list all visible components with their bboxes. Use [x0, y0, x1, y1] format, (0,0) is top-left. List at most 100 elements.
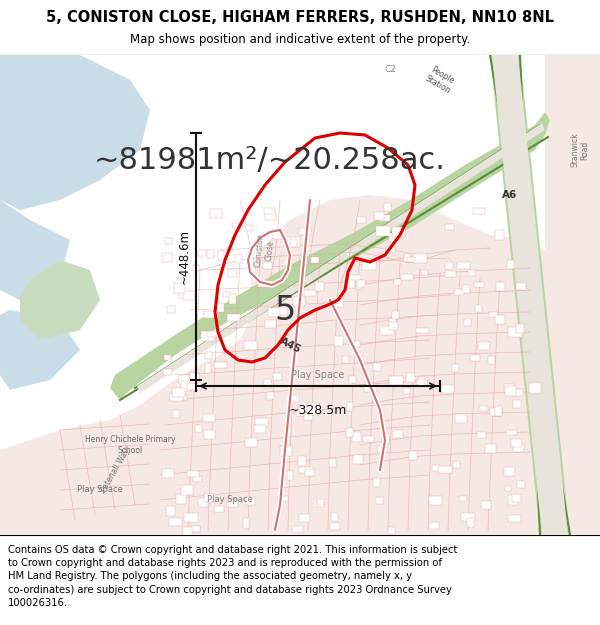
Polygon shape	[389, 322, 398, 331]
Polygon shape	[167, 306, 175, 313]
Text: ~448.6m: ~448.6m	[178, 229, 191, 284]
Polygon shape	[172, 388, 185, 398]
Text: 5: 5	[274, 294, 296, 326]
Polygon shape	[299, 228, 311, 236]
Polygon shape	[175, 395, 187, 400]
Polygon shape	[459, 496, 467, 501]
Polygon shape	[207, 331, 220, 337]
Text: Stanwick
Road: Stanwick Road	[570, 132, 590, 168]
Text: A6: A6	[502, 190, 518, 200]
Polygon shape	[413, 254, 427, 262]
Polygon shape	[227, 500, 238, 507]
Polygon shape	[347, 402, 353, 411]
Polygon shape	[511, 439, 523, 447]
Polygon shape	[304, 412, 313, 420]
Polygon shape	[385, 203, 391, 211]
Text: Play Space: Play Space	[77, 486, 123, 494]
Polygon shape	[353, 341, 359, 347]
Polygon shape	[264, 208, 275, 214]
Polygon shape	[485, 444, 496, 453]
Polygon shape	[357, 217, 366, 222]
Polygon shape	[421, 270, 428, 276]
Polygon shape	[232, 223, 239, 228]
Polygon shape	[401, 274, 413, 280]
Polygon shape	[392, 311, 400, 319]
Polygon shape	[348, 280, 355, 288]
Polygon shape	[223, 292, 230, 297]
Polygon shape	[478, 342, 490, 351]
Polygon shape	[479, 406, 488, 411]
Polygon shape	[490, 55, 570, 535]
Polygon shape	[467, 519, 475, 527]
Polygon shape	[218, 251, 224, 261]
Polygon shape	[187, 471, 199, 477]
Polygon shape	[0, 310, 80, 390]
Polygon shape	[329, 459, 337, 467]
Polygon shape	[398, 228, 405, 238]
Text: 5, CONISTON CLOSE, HIGHAM FERRERS, RUSHDEN, NN10 8NL: 5, CONISTON CLOSE, HIGHAM FERRERS, RUSHD…	[46, 9, 554, 24]
Polygon shape	[529, 383, 541, 393]
Polygon shape	[272, 373, 282, 379]
Polygon shape	[453, 461, 460, 468]
Polygon shape	[246, 497, 255, 504]
Polygon shape	[516, 324, 524, 333]
Polygon shape	[428, 522, 439, 529]
Polygon shape	[545, 55, 600, 250]
Polygon shape	[512, 494, 521, 502]
Polygon shape	[197, 251, 206, 256]
Polygon shape	[208, 250, 214, 258]
Polygon shape	[299, 468, 313, 473]
Polygon shape	[389, 233, 395, 242]
Polygon shape	[187, 382, 201, 391]
Polygon shape	[256, 419, 264, 426]
Polygon shape	[172, 410, 180, 418]
Polygon shape	[173, 283, 185, 292]
Polygon shape	[166, 238, 172, 244]
Polygon shape	[508, 328, 522, 337]
Polygon shape	[416, 328, 429, 333]
Polygon shape	[278, 496, 287, 501]
Polygon shape	[454, 289, 464, 295]
Polygon shape	[198, 498, 208, 507]
Polygon shape	[244, 341, 257, 350]
Polygon shape	[445, 271, 456, 277]
Text: ~81981m²/~20.258ac.: ~81981m²/~20.258ac.	[94, 146, 446, 174]
Polygon shape	[205, 494, 215, 502]
Polygon shape	[393, 429, 403, 438]
Polygon shape	[452, 364, 458, 372]
Polygon shape	[377, 446, 386, 452]
Polygon shape	[317, 499, 324, 506]
Polygon shape	[331, 512, 338, 521]
Polygon shape	[137, 123, 545, 393]
Polygon shape	[162, 469, 173, 478]
Text: Play Space: Play Space	[292, 370, 344, 380]
Polygon shape	[504, 384, 514, 390]
Polygon shape	[181, 486, 193, 496]
Polygon shape	[182, 291, 195, 300]
Polygon shape	[508, 495, 518, 505]
Polygon shape	[286, 238, 299, 247]
Polygon shape	[438, 466, 452, 473]
Polygon shape	[184, 527, 192, 536]
Polygon shape	[169, 518, 182, 526]
Polygon shape	[290, 394, 299, 402]
Polygon shape	[362, 261, 376, 270]
Polygon shape	[373, 478, 380, 487]
Polygon shape	[389, 376, 403, 385]
Polygon shape	[214, 361, 227, 368]
Polygon shape	[373, 362, 381, 371]
Polygon shape	[311, 257, 319, 264]
Text: Map shows position and indicative extent of the property.: Map shows position and indicative extent…	[130, 32, 470, 46]
Polygon shape	[243, 518, 249, 528]
Polygon shape	[20, 260, 100, 340]
Polygon shape	[488, 356, 495, 364]
Polygon shape	[205, 311, 218, 318]
Polygon shape	[0, 55, 150, 210]
Polygon shape	[492, 55, 568, 535]
Polygon shape	[342, 356, 349, 363]
Polygon shape	[195, 426, 202, 432]
Polygon shape	[205, 363, 211, 373]
Polygon shape	[346, 428, 353, 437]
Polygon shape	[517, 481, 525, 488]
Polygon shape	[504, 467, 515, 476]
